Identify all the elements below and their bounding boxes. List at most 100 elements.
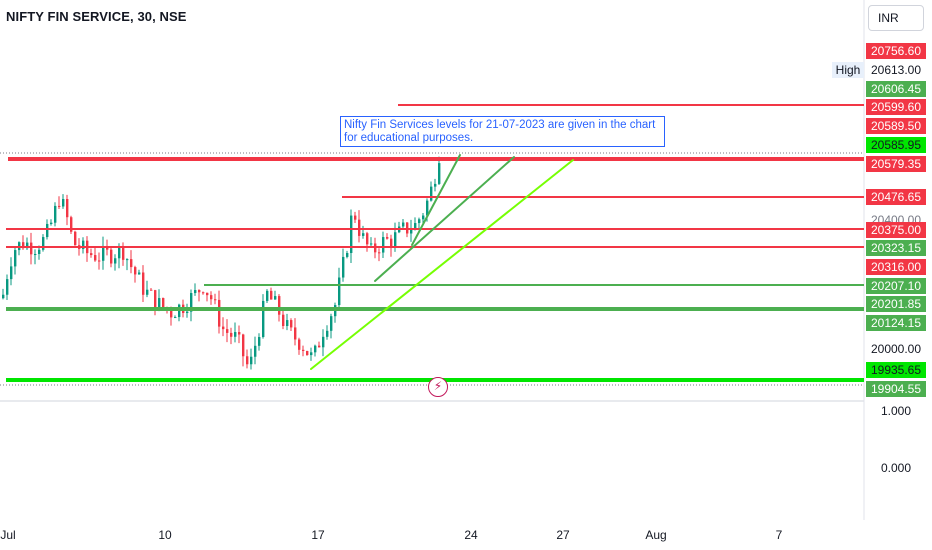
candle xyxy=(94,247,97,262)
candle xyxy=(74,230,77,246)
candle xyxy=(378,248,381,262)
candle xyxy=(330,313,333,339)
candle xyxy=(398,221,401,234)
candle xyxy=(326,325,329,340)
candle xyxy=(26,237,29,251)
lower-pane-tick-0: 0.000 xyxy=(880,461,912,475)
trend-line-steep xyxy=(411,154,461,246)
candle xyxy=(310,347,313,361)
candle xyxy=(50,219,53,226)
candle xyxy=(362,225,365,239)
candle xyxy=(70,215,73,235)
candle xyxy=(266,289,269,304)
price-level-tag: 20201.85 xyxy=(866,296,926,312)
price-level-tag: 20599.60 xyxy=(866,99,926,115)
candle xyxy=(274,290,277,300)
candle xyxy=(18,241,21,256)
candle xyxy=(230,327,233,345)
candle xyxy=(146,280,149,298)
candle xyxy=(334,302,337,323)
candle xyxy=(114,254,117,271)
candle xyxy=(250,348,253,370)
price-level-tag: 20756.60 xyxy=(866,43,926,59)
candle xyxy=(302,345,305,357)
candle xyxy=(214,293,217,305)
candle xyxy=(190,289,193,322)
candle xyxy=(62,194,65,209)
candle xyxy=(238,325,241,344)
x-tick-24: 24 xyxy=(464,528,478,542)
price-level-tag: 20124.15 xyxy=(866,315,926,331)
candle xyxy=(58,196,61,209)
candle xyxy=(34,249,37,265)
candle xyxy=(102,236,105,270)
x-tick-7: 7 xyxy=(775,528,783,542)
x-tick-17: 17 xyxy=(311,528,325,542)
lightning-icon[interactable]: ⚡ xyxy=(428,377,448,397)
candle xyxy=(14,247,17,275)
candle xyxy=(6,274,9,300)
price-level-tag: 20207.10 xyxy=(866,278,926,294)
high-value: 20613.00 xyxy=(870,63,922,77)
candle xyxy=(206,292,209,302)
candle xyxy=(270,287,273,300)
currency-selector[interactable]: INR xyxy=(868,5,924,31)
candle xyxy=(386,233,389,240)
candle xyxy=(410,219,413,242)
candle xyxy=(438,156,441,185)
candle xyxy=(226,319,229,343)
candle xyxy=(354,211,357,224)
candle xyxy=(382,231,385,259)
x-tick-27: 27 xyxy=(556,528,570,542)
candle xyxy=(262,294,265,339)
candle xyxy=(110,246,113,268)
candle xyxy=(90,248,93,258)
trend-line-long xyxy=(310,159,574,370)
chart-title: NIFTY FIN SERVICE, 30, NSE xyxy=(6,9,187,24)
candle xyxy=(402,218,405,230)
candle xyxy=(2,288,5,300)
price-level-tag: 20375.00 xyxy=(866,222,926,238)
candle xyxy=(254,336,257,365)
candle xyxy=(86,236,89,262)
high-label: High xyxy=(832,62,864,78)
candle xyxy=(10,257,13,286)
candle xyxy=(174,315,177,319)
price-level-tag: 19904.55 xyxy=(866,381,926,397)
chart-annotation[interactable]: Nifty Fin Services levels for 21-07-2023… xyxy=(340,116,665,147)
candle xyxy=(30,232,33,265)
candle xyxy=(346,250,349,259)
candle xyxy=(178,303,181,322)
candle xyxy=(258,333,261,351)
price-level-tag: 20589.50 xyxy=(866,118,926,134)
candle xyxy=(210,291,213,305)
candle xyxy=(294,318,297,346)
lower-pane-tick-1: 1.000 xyxy=(880,404,912,418)
price-level-tag: 20316.00 xyxy=(866,259,926,275)
candle xyxy=(218,290,221,334)
price-level-tag: 20606.45 xyxy=(866,81,926,97)
candle xyxy=(342,248,345,282)
candle xyxy=(138,269,141,275)
x-tick-jul: Jul xyxy=(0,528,16,542)
candle xyxy=(322,329,325,357)
candle xyxy=(390,234,393,257)
trend-line-mid xyxy=(374,156,515,282)
price-level-tag: 19935.65 xyxy=(866,362,926,378)
candle xyxy=(358,210,361,243)
candle xyxy=(434,178,437,192)
candle xyxy=(366,231,369,252)
candle xyxy=(82,237,85,254)
x-tick-aug: Aug xyxy=(645,528,667,542)
candle xyxy=(318,341,321,348)
chart-gridlines xyxy=(0,0,865,520)
candle xyxy=(150,287,153,291)
candle xyxy=(130,250,133,274)
x-tick-10: 10 xyxy=(158,528,172,542)
candle xyxy=(290,318,293,332)
candle xyxy=(154,289,157,316)
candle xyxy=(126,258,129,271)
trend-lines xyxy=(310,154,574,370)
candle xyxy=(306,350,309,356)
